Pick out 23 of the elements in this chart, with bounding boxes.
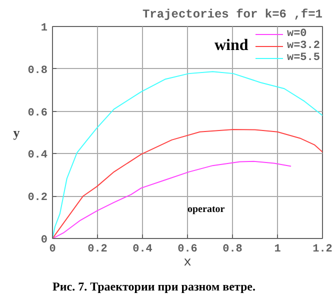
x-tick-label: 1	[274, 244, 282, 256]
x-tick-label: 0.6	[178, 244, 198, 256]
legend-label: w=3.2	[286, 40, 320, 52]
annotation: operator	[188, 204, 226, 216]
x-tick-label: 0	[49, 244, 56, 256]
chart-title: Trajectories for k=6 ,f=1	[142, 8, 322, 22]
legend-label: w=0	[286, 28, 307, 40]
y-tick-label: 1	[40, 22, 48, 34]
x-tick-label: 1.2	[312, 244, 332, 256]
legend-label: w=5.5	[286, 52, 320, 64]
y-axis-title: y	[13, 125, 20, 140]
x-tick-label: 0.4	[132, 244, 153, 256]
y-tick-label: 0.6	[28, 107, 48, 120]
line-series	[52, 160, 292, 238]
annotation: wind	[214, 37, 248, 54]
text: Рис. 7. Траектории при разном ветре.	[52, 280, 256, 294]
y-tick-label: 0.8	[28, 64, 48, 77]
y-tick-label: 0.4	[28, 150, 48, 162]
y-tick-label: 0	[40, 234, 48, 246]
x-tick-label: 0.8	[222, 244, 243, 256]
x-axis-title: x	[184, 254, 192, 270]
y-tick-label: 0.2	[28, 192, 48, 204]
x-tick-label: 0.2	[88, 244, 108, 256]
